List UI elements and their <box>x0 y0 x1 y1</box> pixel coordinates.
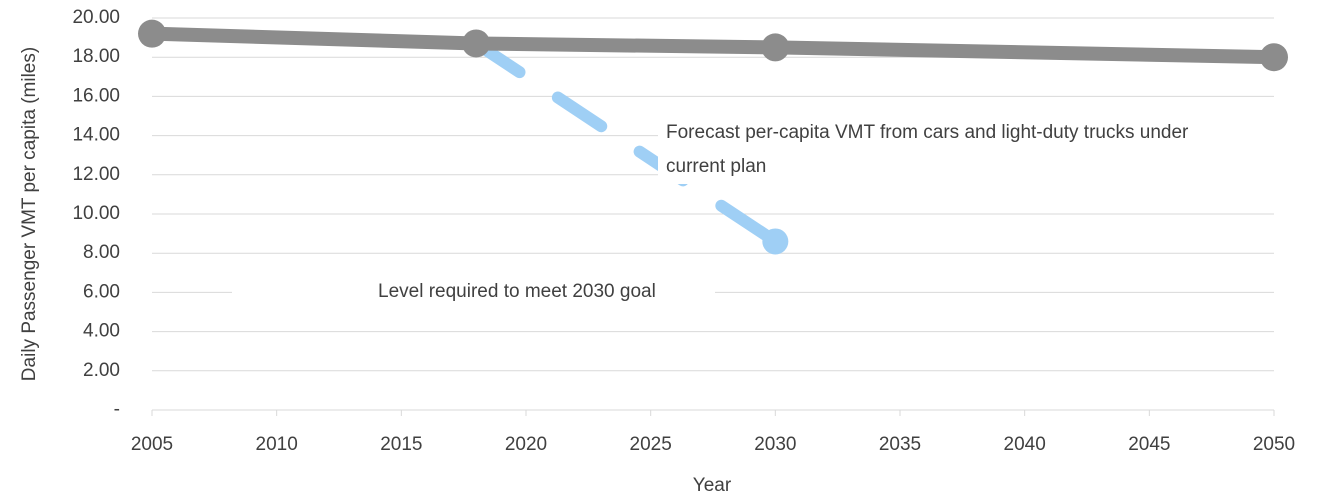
marker <box>762 228 789 255</box>
line <box>470 37 782 248</box>
y-tick-label: - <box>114 399 120 420</box>
x-tick-label: 2005 <box>131 434 173 455</box>
y-tick-label: 20.00 <box>72 7 120 28</box>
x-axis-label: Year <box>693 475 732 496</box>
annotation: Forecast per-capita VMT from cars and li… <box>666 122 1189 143</box>
marker <box>1260 43 1288 72</box>
annotation: current plan <box>666 156 766 177</box>
marker <box>761 33 790 62</box>
y-tick-label: 2.00 <box>83 360 120 381</box>
y-tick-label: 14.00 <box>72 125 120 146</box>
y-axis-label: Daily Passenger VMT per capita (miles) <box>19 47 40 381</box>
line <box>145 26 1281 65</box>
x-tick-label: 2035 <box>879 434 921 455</box>
annotation: Level required to meet 2030 goal <box>378 281 656 302</box>
y-tick-label: 12.00 <box>72 164 120 185</box>
y-tick-label: 16.00 <box>72 85 120 106</box>
x-tick-label: 2025 <box>630 434 672 455</box>
x-tick-label: 2020 <box>505 434 547 455</box>
y-tick-label: 8.00 <box>83 242 120 263</box>
x-tick-label: 2010 <box>256 434 298 455</box>
annotation-box <box>658 118 1275 184</box>
x-tick-label: 2030 <box>754 434 796 455</box>
marker <box>138 19 166 48</box>
x-tick-label: 2050 <box>1253 434 1295 455</box>
x-tick-label: 2040 <box>1004 434 1046 455</box>
y-tick-label: 6.00 <box>83 281 120 302</box>
x-tick-label: 2045 <box>1128 434 1170 455</box>
y-tick-label: 4.00 <box>83 321 120 342</box>
x-tick-label: 2015 <box>380 434 422 455</box>
y-tick-label: 10.00 <box>72 203 120 224</box>
marker <box>462 29 491 58</box>
annotation-box <box>232 275 715 309</box>
y-tick-label: 18.00 <box>72 46 120 67</box>
